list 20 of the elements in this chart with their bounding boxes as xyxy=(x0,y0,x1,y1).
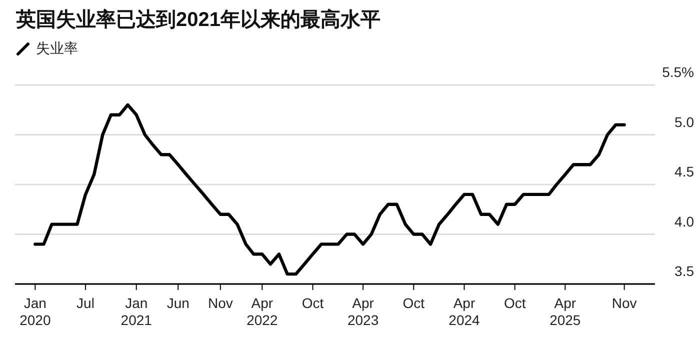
x-tick-label: Nov xyxy=(612,295,637,311)
x-tick-label: Oct xyxy=(504,295,526,311)
x-tick-label: Oct xyxy=(402,295,425,311)
x-tick-label: Apr 2024 xyxy=(448,295,480,328)
x-tick-label: Apr 2022 xyxy=(246,295,278,328)
x-tick-label: Jan 2020 xyxy=(20,295,51,328)
y-tick-label: 5.0 xyxy=(674,114,694,130)
x-tick-label: Apr 2025 xyxy=(550,295,581,328)
y-tick-label: 4.0 xyxy=(674,213,694,230)
chart-title: 英国失业率已达到2021年以来的最高水平 xyxy=(16,8,380,33)
x-tick-label: Jan 2021 xyxy=(120,295,152,328)
y-tick-label: 4.5 xyxy=(674,164,694,180)
x-tick-label: Nov xyxy=(208,295,233,311)
x-tick-label: Jul xyxy=(76,295,94,311)
y-tick-label: 3.5 xyxy=(674,263,694,279)
legend-label: 失业率 xyxy=(35,40,78,58)
y-tick-label: 5.5% xyxy=(662,64,694,80)
x-tick-label: Apr 2023 xyxy=(347,295,379,328)
x-tick-label: Jun xyxy=(166,295,190,311)
x-tick-label: Oct xyxy=(302,295,324,311)
